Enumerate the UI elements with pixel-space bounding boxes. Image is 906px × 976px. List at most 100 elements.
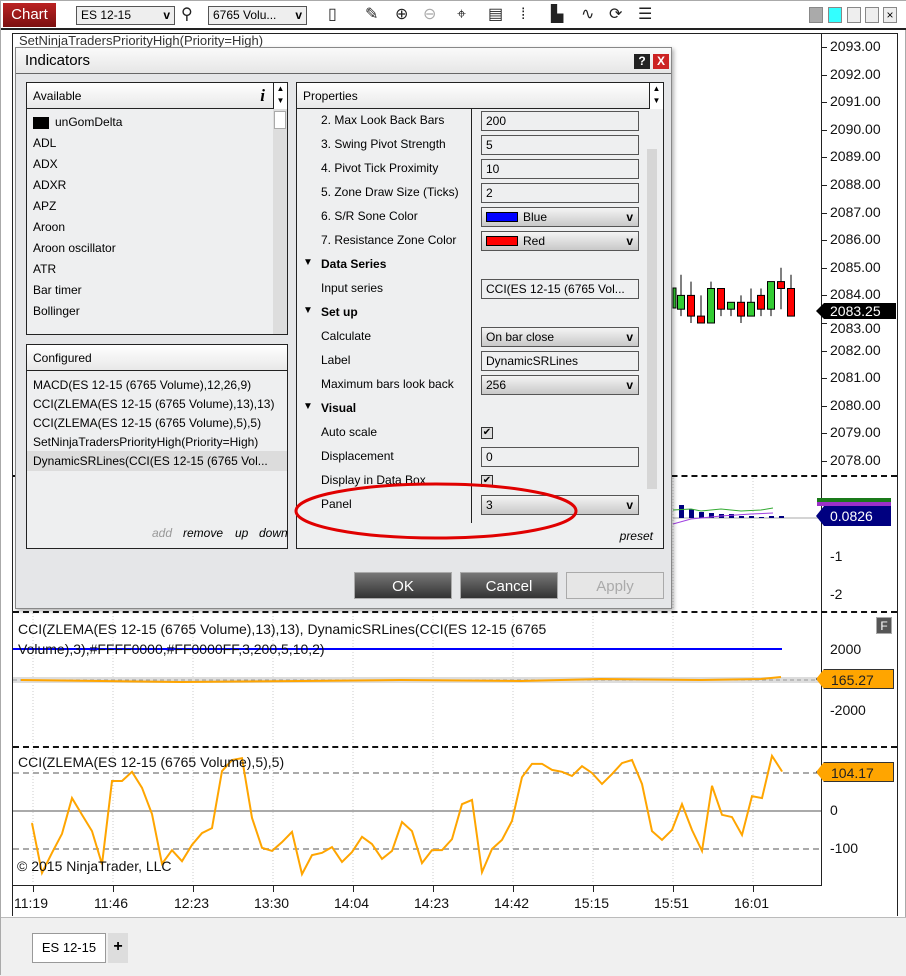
period-select[interactable]: 6765 Volu... v: [208, 6, 307, 25]
property-input[interactable]: 0: [481, 447, 639, 467]
property-row: Label DynamicSRLines: [297, 349, 639, 373]
available-item-label: Bollinger: [33, 304, 80, 318]
cci5-point: [321, 852, 323, 854]
color-button[interactable]: [828, 7, 842, 23]
macd-histogram-bar: [729, 514, 734, 518]
available-item[interactable]: Bollinger: [33, 304, 80, 318]
cci5-point: [151, 813, 153, 815]
panel-separator[interactable]: [13, 746, 897, 748]
property-input[interactable]: 2: [481, 183, 639, 203]
axis-tick: [821, 157, 827, 159]
expand-arrow-icon[interactable]: ▼: [303, 257, 313, 268]
property-label: 5. Zone Draw Size (Ticks): [321, 185, 459, 199]
column-divider[interactable]: [471, 109, 472, 523]
ok-button[interactable]: OK: [354, 572, 452, 599]
sort-arrows-icon[interactable]: ▲ ▼: [649, 83, 663, 109]
property-input[interactable]: 5: [481, 135, 639, 155]
property-category[interactable]: ▼ Set up: [297, 301, 637, 325]
cci5-point: [331, 846, 333, 848]
crosshair-icon[interactable]: ⌖: [457, 6, 467, 23]
property-input[interactable]: CCI(ES 12-15 (6765 Vol...: [481, 279, 639, 299]
axis-tick: [821, 461, 827, 462]
configured-item[interactable]: DynamicSRLines(CCI(ES 12-15 (6765 Vol...: [27, 451, 287, 471]
available-item[interactable]: ADXR: [33, 178, 66, 192]
dialog-title-bar[interactable]: Indicators: [16, 48, 671, 74]
panel-separator[interactable]: [13, 611, 897, 613]
reload-icon[interactable]: ⟳: [609, 6, 623, 23]
property-select[interactable]: On bar close v: [481, 327, 639, 347]
property-select[interactable]: Blue v: [481, 207, 639, 227]
candle-body: [747, 301, 755, 317]
available-item[interactable]: ADX: [33, 157, 58, 171]
zoom-out-icon[interactable]: ⊖: [423, 6, 437, 23]
property-value: Blue: [523, 210, 548, 224]
available-item[interactable]: Bar timer: [33, 283, 82, 297]
preset-link[interactable]: preset: [619, 529, 653, 543]
zoom-in-icon[interactable]: ⊕: [395, 6, 409, 23]
info-icon[interactable]: i: [260, 86, 265, 105]
property-input[interactable]: 200: [481, 111, 639, 131]
search-icon[interactable]: ⚲: [181, 6, 193, 23]
property-category[interactable]: ▼ Visual: [297, 397, 637, 421]
minimize-button[interactable]: [847, 7, 861, 23]
tab-es-12-15[interactable]: ES 12-15: [32, 933, 106, 963]
cci5-point: [621, 762, 623, 764]
cci5-point: [741, 834, 743, 836]
scrollbar-thumb[interactable]: [274, 111, 286, 129]
link-color-button[interactable]: [809, 7, 823, 23]
close-icon[interactable]: ×: [883, 7, 897, 23]
properties-list-icon[interactable]: ☰: [638, 6, 653, 23]
data-box-icon[interactable]: ▤: [488, 6, 504, 23]
configured-item[interactable]: SetNinjaTradersPriorityHigh(Priority=Hig…: [27, 432, 287, 452]
property-select[interactable]: 256 v: [481, 375, 639, 395]
axis-tick: [821, 378, 827, 380]
available-scrollbar[interactable]: [273, 109, 287, 334]
strategies-icon[interactable]: ▙: [551, 6, 564, 23]
remove-link[interactable]: remove: [183, 526, 224, 540]
candle-body: [707, 288, 715, 324]
add-tab-button[interactable]: +: [108, 933, 128, 963]
cci5-point: [51, 852, 53, 854]
drawing-tools-icon[interactable]: ∿: [581, 6, 595, 23]
add-link[interactable]: add: [152, 526, 173, 540]
apply-button[interactable]: Apply: [566, 572, 664, 599]
chart-menu-button[interactable]: Chart: [3, 3, 56, 27]
available-item[interactable]: ADL: [33, 136, 56, 150]
available-item[interactable]: unGomDelta: [33, 115, 122, 129]
configured-item[interactable]: CCI(ZLEMA(ES 12-15 (6765 Volume),13),13): [27, 394, 287, 414]
close-icon[interactable]: X: [653, 54, 669, 69]
up-link[interactable]: up: [235, 526, 249, 540]
indicators-icon[interactable]: ⁞: [521, 6, 526, 23]
maximize-button[interactable]: [865, 7, 879, 23]
available-item[interactable]: Aroon: [33, 220, 65, 234]
configured-item-label: CCI(ZLEMA(ES 12-15 (6765 Volume),5),5): [33, 416, 262, 430]
down-link[interactable]: down: [259, 526, 288, 540]
cancel-button[interactable]: Cancel: [460, 572, 558, 599]
property-category[interactable]: ▼ Data Series: [297, 253, 637, 277]
pencil-icon[interactable]: ✎: [365, 6, 379, 23]
property-checkbox[interactable]: ✔: [481, 475, 493, 487]
configured-item[interactable]: MACD(ES 12-15 (6765 Volume),12,26,9): [27, 375, 287, 395]
expand-arrow-icon[interactable]: ▼: [303, 305, 313, 316]
properties-scrollbar[interactable]: [647, 149, 657, 489]
property-checkbox[interactable]: ✔: [481, 427, 493, 439]
available-item[interactable]: APZ: [33, 199, 56, 213]
property-select[interactable]: Red v: [481, 231, 639, 251]
cci5-point: [531, 763, 533, 765]
configured-item-label: MACD(ES 12-15 (6765 Volume),12,26,9): [33, 378, 252, 392]
property-input[interactable]: 10: [481, 159, 639, 179]
property-input[interactable]: DynamicSRLines: [481, 351, 639, 371]
cci5-point: [121, 780, 123, 782]
available-item[interactable]: Aroon oscillator: [33, 241, 116, 255]
cci5-point: [171, 849, 173, 851]
bar-style-icon[interactable]: ▯: [328, 6, 337, 23]
available-item[interactable]: ATR: [33, 262, 56, 276]
instrument-select[interactable]: ES 12-15 v: [76, 6, 175, 25]
help-button[interactable]: ?: [634, 54, 650, 69]
sort-arrows-icon[interactable]: ▲ ▼: [273, 83, 287, 109]
configured-item[interactable]: CCI(ZLEMA(ES 12-15 (6765 Volume),5),5): [27, 413, 287, 433]
expand-arrow-icon[interactable]: ▼: [303, 401, 313, 412]
cci5-point: [471, 799, 473, 801]
f-button[interactable]: F: [876, 617, 892, 634]
